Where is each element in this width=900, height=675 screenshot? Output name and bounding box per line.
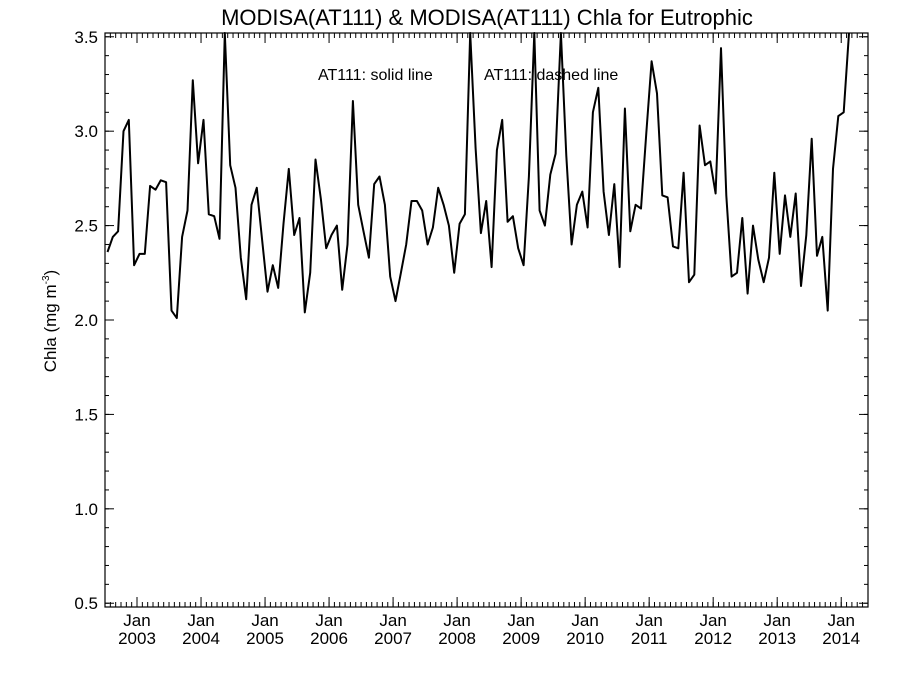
x-tick-label-year: 2007 [374, 629, 412, 648]
x-tick-label-year: 2013 [758, 629, 796, 648]
x-tick-label-year: 2009 [502, 629, 540, 648]
x-tick-label-month: Jan [507, 611, 534, 630]
ticks [105, 33, 868, 607]
y-axis-label-main: Chla (mg m [41, 284, 60, 372]
x-tick-label-month: Jan [763, 611, 790, 630]
x-tick-label-year: 2010 [566, 629, 604, 648]
y-tick-label: 2.0 [74, 311, 98, 330]
x-tick-label-month: Jan [699, 611, 726, 630]
annotation-solid-line: AT111: solid line [318, 67, 433, 84]
x-tick-label-month: Jan [828, 611, 855, 630]
x-tick-label-year: 2004 [182, 629, 220, 648]
series [106, 32, 850, 320]
axes [104, 32, 869, 608]
x-tick-label-year: 2008 [438, 629, 476, 648]
y-tick-label: 3.5 [74, 28, 98, 47]
annotation-dashed-line: AT111: dashed line [484, 67, 618, 84]
x-tick-label-month: Jan [571, 611, 598, 630]
y-axis-label-close: ) [41, 270, 60, 276]
tick-labels: 0.51.01.52.02.53.03.5Jan2003Jan2004Jan20… [74, 28, 860, 648]
x-tick-label-year: 2003 [118, 629, 156, 648]
y-tick-label: 0.5 [74, 594, 98, 613]
y-axis-label: Chla (mg m-3) [41, 270, 60, 372]
y-tick-label: 1.0 [74, 500, 98, 519]
y-tick-label: 1.5 [74, 405, 98, 424]
x-tick-label-month: Jan [187, 611, 214, 630]
chart-title: MODISA(AT111) & MODISA(AT111) Chla for E… [221, 5, 753, 30]
x-tick-label-month: Jan [123, 611, 150, 630]
x-tick-label-year: 2012 [694, 629, 732, 648]
x-tick-label-month: Jan [251, 611, 278, 630]
y-axis-label-exponent: -3 [41, 275, 52, 284]
x-tick-label-year: 2011 [631, 629, 668, 648]
series-line [106, 32, 850, 320]
x-tick-label-month: Jan [635, 611, 662, 630]
x-tick-label-month: Jan [443, 611, 470, 630]
x-tick-label-year: 2014 [822, 629, 860, 648]
y-tick-label: 3.0 [74, 122, 98, 141]
y-tick-label: 2.5 [74, 217, 98, 236]
x-tick-label-month: Jan [379, 611, 406, 630]
x-tick-label-month: Jan [315, 611, 342, 630]
plot-frame [104, 32, 869, 608]
x-tick-label-year: 2006 [310, 629, 348, 648]
x-tick-label-year: 2005 [246, 629, 284, 648]
